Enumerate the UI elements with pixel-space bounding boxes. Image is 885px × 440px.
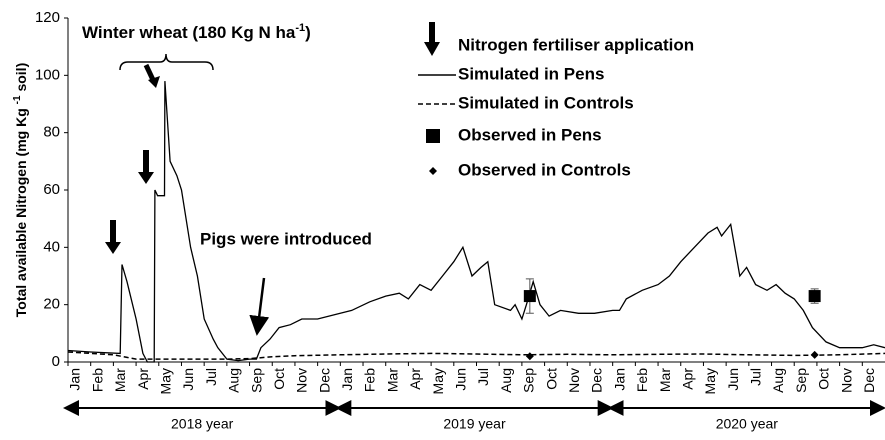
x-tick-label: Sep	[521, 368, 537, 393]
x-tick-label: Mar	[657, 368, 673, 392]
x-tick-label: Feb	[362, 368, 378, 392]
x-tick-label: Jun	[453, 368, 469, 391]
x-tick-label: Jul	[748, 368, 764, 386]
x-tick-label: Sep	[793, 368, 809, 393]
x-tick-label: Apr	[679, 368, 695, 390]
x-tick-label: Apr	[135, 368, 151, 390]
year-label: 2018 year	[171, 416, 234, 432]
crop-annotation: Winter wheat (180 Kg N ha-1)	[82, 22, 311, 43]
y-tick-label: 20	[43, 296, 60, 313]
x-tick-label: May	[702, 368, 718, 394]
crop-brace	[119, 53, 214, 71]
x-tick-label: Jan	[339, 368, 355, 391]
x-tick-label: Jul	[203, 368, 219, 386]
y-tick-label: 120	[35, 9, 60, 26]
x-tick-label: Jan	[611, 368, 627, 391]
legend-label: Nitrogen fertiliser application	[458, 35, 694, 54]
legend-label: Simulated in Pens	[458, 64, 604, 83]
x-tick-label: Aug	[498, 368, 514, 393]
x-tick-label: Feb	[634, 368, 650, 392]
y-tick-label: 80	[43, 124, 60, 141]
legend-marker	[426, 129, 440, 143]
x-tick-label: Oct	[816, 368, 832, 390]
series-line	[67, 81, 885, 363]
controls-marker	[810, 350, 819, 359]
x-tick-label: Feb	[89, 368, 105, 392]
legend-label: Observed in Controls	[458, 160, 631, 179]
x-tick-label: Mar	[384, 368, 400, 392]
x-tick-label: Jan	[67, 368, 83, 391]
x-tick-label: Nov	[838, 368, 854, 393]
legend-label: Observed in Pens	[458, 125, 602, 144]
x-tick-label: Mar	[112, 368, 128, 392]
x-tick-label: Sep	[248, 368, 264, 393]
x-tick-label: May	[430, 368, 446, 394]
x-tick-label: Nov	[294, 368, 310, 393]
controls-marker	[525, 352, 534, 361]
x-tick-label: Dec	[316, 368, 332, 393]
x-tick-label: Nov	[566, 368, 582, 393]
y-tick-label: 0	[52, 353, 60, 370]
y-tick-label: 100	[35, 66, 60, 83]
year-label: 2019 year	[443, 416, 506, 432]
y-axis-title: Total available Nitrogen (mg Kg -1 soil)	[12, 63, 29, 317]
series-line	[67, 351, 885, 360]
x-tick-label: Dec	[861, 368, 877, 393]
x-tick-label: Jun	[725, 368, 741, 391]
x-tick-label: Oct	[543, 368, 559, 390]
x-tick-label: Apr	[407, 368, 423, 390]
fertiliser-arrows	[105, 22, 440, 336]
pens-marker	[523, 290, 536, 303]
legend-marker	[429, 167, 437, 175]
year-label: 2020 year	[716, 416, 779, 432]
pigs-annotation: Pigs were introduced	[200, 229, 372, 248]
x-tick-label: Jul	[475, 368, 491, 386]
x-tick-label: Oct	[271, 368, 287, 390]
x-tick-label: Dec	[589, 368, 605, 393]
x-tick-label: Aug	[226, 368, 242, 393]
x-tick-label: Jun	[180, 368, 196, 391]
x-tick-label: Aug	[770, 368, 786, 393]
y-tick-label: 60	[43, 181, 60, 198]
x-tick-label: May	[157, 368, 173, 394]
y-tick-label: 40	[43, 238, 60, 255]
legend-label: Simulated in Controls	[458, 93, 634, 112]
pens-marker	[808, 290, 821, 303]
